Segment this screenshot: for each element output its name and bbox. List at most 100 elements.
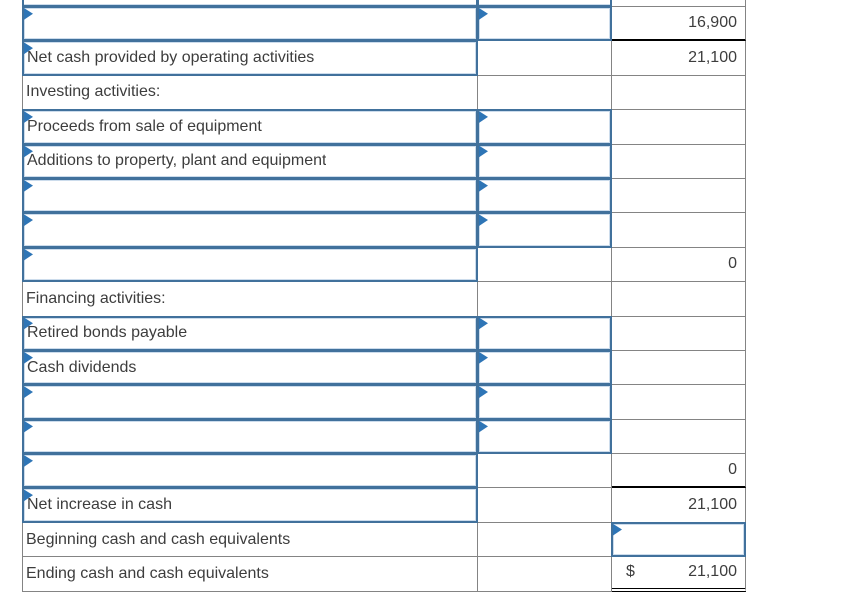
amount-input-box[interactable] [477,418,612,455]
amount-input-box[interactable] [477,177,612,214]
amount-input-box[interactable] [477,212,612,248]
row-label: Cash dividends [27,358,137,376]
label-input-box[interactable]: Cash dividends [22,349,478,386]
amount-input-box[interactable] [477,109,612,145]
label-input-box[interactable] [22,212,478,248]
amount-cell [477,109,612,145]
cell-flag-icon [24,8,33,20]
row-label: Proceeds from sale of equipment [27,117,262,135]
amount-cell [478,522,612,558]
cell-flag-icon [479,8,488,20]
label-cell: Proceeds from sale of equipment [22,109,478,145]
row-label: Retired bonds payable [27,324,188,342]
label-input-box[interactable]: Net cash provided by operating activitie… [22,40,478,76]
amount-input-box[interactable] [477,143,612,179]
cell-value: 21,100 [688,496,737,514]
value-cell [612,419,746,455]
value-cell: 0 [612,247,746,283]
table-row: Financing activities: [22,282,746,317]
value-cell: 21,100 [612,488,746,523]
amount-cell [477,315,612,351]
cell-flag-icon [24,145,33,158]
cell-flag-icon [24,214,33,227]
cell-flag-icon [24,179,33,192]
statement-table: 16,900 Net cash provided by operating act… [22,0,746,592]
cell-flag-icon [24,111,33,123]
value-cell [612,110,746,145]
table-row [22,418,746,455]
cell-flag-icon [479,386,488,398]
amount-input-box[interactable] [477,384,612,420]
cell-value: 21,100 [688,49,737,67]
amount-cell [477,418,612,455]
label-cell: Net cash provided by operating activitie… [22,40,478,76]
table-row: Beginning cash and cash equivalents [22,521,746,558]
row-label: Additions to property, plant and equipme… [27,152,327,170]
amount-input-box[interactable] [611,521,746,558]
label-input-box[interactable] [22,6,478,42]
label-cell: Beginning cash and cash equivalents [22,522,478,558]
label-input-box[interactable] [22,246,478,283]
value-cell [611,521,746,558]
amount-cell [477,6,612,42]
label-cell: Additions to property, plant and equipme… [22,143,478,179]
label-input-box[interactable] [22,384,478,420]
label-input-box[interactable]: Additions to property, plant and equipme… [22,143,478,179]
label-input-box[interactable]: Retired bonds payable [22,315,478,351]
amount-cell [478,75,612,111]
value-cell [612,282,746,317]
value-cell: $21,100 [612,557,746,592]
value-cell: 21,100 [612,41,746,76]
cell-flag-icon [24,455,33,467]
table-row: Retired bonds payable [22,315,746,351]
label-input-box[interactable]: Proceeds from sale of equipment [22,109,478,145]
label-cell [22,6,478,42]
cell-flag-icon [24,420,33,433]
cell-value: 0 [728,255,737,273]
cell-flag-icon [24,42,33,55]
amount-input-box[interactable] [477,315,612,351]
amount-cell [478,247,612,283]
table-row [22,384,746,420]
value-cell: 16,900 [612,7,746,42]
label-input-box[interactable] [22,177,478,214]
label-cell [22,212,478,248]
value-cell [612,75,746,111]
value-cell: 0 [612,454,746,489]
cell-flag-icon [613,523,622,536]
value-cell [612,0,746,7]
table-row: 16,900 [22,6,746,42]
value-cell [612,316,746,351]
label-cell: Ending cash and cash equivalents [22,557,478,592]
label-cell [22,453,478,489]
label-cell [22,418,478,455]
cell-flag-icon [479,317,488,330]
label-input-box[interactable] [22,418,478,455]
table-row: Proceeds from sale of equipment [22,109,746,145]
cell-value: 21,100 [688,563,737,581]
amount-input-box[interactable] [477,6,612,42]
value-cell [612,350,746,386]
label-cell: Financing activities: [22,282,478,317]
amount-input-box[interactable] [477,349,612,386]
amount-cell [477,212,612,248]
cell-flag-icon [479,420,488,433]
table-row: 0 [22,453,746,489]
row-label: Investing activities: [26,83,161,101]
label-input-box[interactable]: Net increase in cash [22,487,478,523]
cell-flag-icon [479,214,488,227]
table-row: 0 [22,246,746,283]
table-row: Additions to property, plant and equipme… [22,143,746,179]
cell-flag-icon [479,351,488,364]
table-row [22,177,746,214]
value-cell [612,144,746,179]
label-cell: Cash dividends [22,349,478,386]
amount-cell [478,454,612,489]
table-row: Net increase in cash 21,100 [22,487,746,523]
label-cell: Investing activities: [22,75,478,111]
amount-cell [477,349,612,386]
cell-flag-icon [479,145,488,158]
amount-cell [478,282,612,317]
label-input-box[interactable] [22,453,478,489]
cell-flag-icon [479,179,488,192]
